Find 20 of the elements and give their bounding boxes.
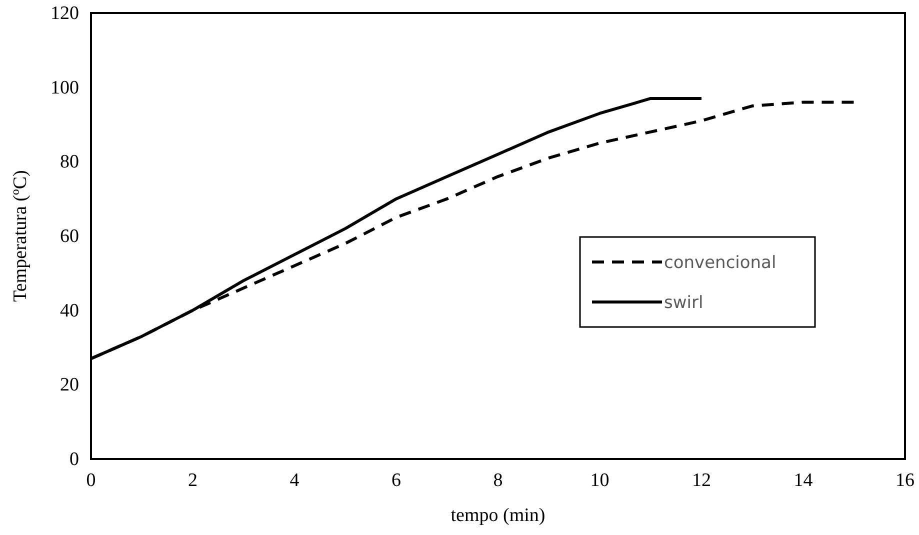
x-tick-label: 14 [794,470,814,491]
legend-label: convencional [664,253,776,273]
y-tick-label: 60 [60,226,79,247]
x-tick-label: 12 [692,470,711,491]
y-tick-label: 0 [70,449,79,470]
y-axis-title: Temperatura (ºC) [10,170,31,302]
x-tick-label: 0 [86,470,96,491]
x-tick-label: 2 [188,470,198,491]
x-tick-label: 4 [290,470,300,491]
x-tick-label: 10 [590,470,610,491]
legend-label: swirl [664,293,704,313]
x-tick-label: 6 [392,470,401,491]
x-tick-label: 8 [493,470,503,491]
y-tick-label: 120 [50,3,79,24]
y-tick-label: 100 [50,77,79,98]
y-tick-label: 40 [60,300,79,322]
y-tick-label: 20 [60,374,79,396]
x-tick-label: 16 [896,470,914,491]
x-axis-title: tempo (min) [450,505,546,526]
y-tick-label: 80 [60,152,79,173]
